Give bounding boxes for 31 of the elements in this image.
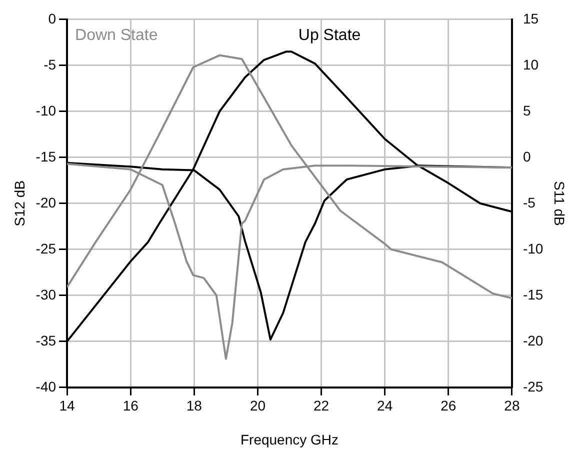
x-tick-label: 28 — [504, 398, 520, 414]
y2-tick-label: -20 — [522, 332, 544, 348]
series-label: Up State — [298, 26, 361, 44]
y2-tick-label: -25 — [522, 378, 544, 394]
y2-tick-label: 10 — [522, 56, 539, 72]
y2-tick-label: -10 — [522, 240, 544, 256]
text: Down State — [75, 26, 158, 44]
y2-tick-label: 5 — [522, 102, 531, 118]
y2-tick-label: 15 — [522, 10, 539, 26]
x-tick-label: 20 — [250, 398, 266, 414]
x-tick-label: 22 — [313, 398, 330, 414]
y-tick-label: -30 — [36, 286, 56, 302]
x-tick-label: 14 — [59, 398, 76, 414]
y-tick-label: -20 — [36, 194, 56, 210]
y-tick-label: 0 — [48, 10, 56, 26]
y-tick-label: -40 — [36, 378, 56, 394]
y2-tick-label: -15 — [522, 286, 544, 302]
y-axis-title: S12 dB — [11, 180, 28, 226]
y-tick-label: -15 — [36, 148, 56, 164]
y2-tick-label: 0 — [522, 148, 531, 164]
y2-tick-label: -5 — [522, 194, 536, 210]
x-tick-label: 16 — [122, 398, 139, 414]
y-tick-label: -35 — [36, 332, 56, 348]
x-tick-label: 26 — [440, 398, 456, 414]
y-tick-label: -10 — [36, 102, 56, 118]
x-tick-label: 24 — [377, 398, 393, 414]
y-tick-label: -25 — [36, 240, 56, 256]
x-axis-title: Frequency GHz — [240, 431, 339, 448]
y-tick-label: -5 — [44, 56, 56, 72]
x-tick-label: 18 — [186, 398, 202, 414]
y2-axis-title: S11 dB — [552, 180, 568, 226]
